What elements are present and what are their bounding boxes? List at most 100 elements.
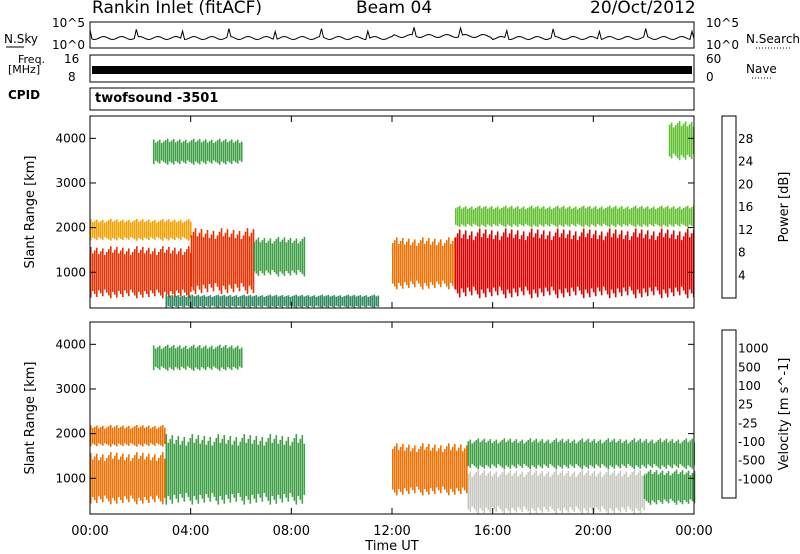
heat-strip	[515, 470, 518, 513]
heat-strip	[122, 219, 124, 241]
heat-strip	[162, 246, 164, 299]
heat-strip	[675, 441, 678, 467]
heat-strip	[178, 139, 181, 165]
heat-strip	[232, 142, 235, 161]
heat-strip	[275, 239, 278, 275]
heat-strip	[224, 139, 227, 165]
heat-strip	[178, 221, 180, 239]
heat-strip	[678, 231, 681, 296]
heat-strip	[565, 473, 568, 511]
heat-strip	[560, 207, 563, 226]
heat-strip	[513, 473, 516, 511]
heat-strip	[508, 233, 511, 294]
heat-strip	[653, 443, 656, 465]
heat-strip	[418, 243, 420, 284]
heat-strip	[475, 440, 478, 468]
heat-strip	[92, 222, 94, 238]
heat-strip	[571, 473, 574, 510]
heat-strip	[596, 208, 599, 225]
heat-strip	[208, 141, 211, 163]
heat-strip	[567, 470, 570, 513]
heat-strip	[267, 295, 270, 308]
heat-strip	[685, 472, 688, 502]
x-tick-label: 12:00	[373, 524, 410, 539]
heat-strip	[680, 240, 683, 287]
heat-strip	[676, 235, 679, 292]
heat-strip	[170, 222, 172, 238]
heat-strip	[554, 232, 557, 295]
heat-strip	[504, 205, 507, 228]
freq-label-1: Freq.	[18, 53, 46, 66]
heat-strip	[122, 453, 124, 503]
heat-strip	[585, 472, 588, 511]
heat-strip	[496, 231, 499, 296]
heat-strip	[469, 439, 472, 468]
heat-strip	[168, 141, 171, 162]
heat-strip	[216, 140, 219, 164]
heat-strip	[202, 237, 205, 285]
heat-strip	[112, 221, 114, 238]
heat-strip	[668, 238, 671, 289]
heat-strip	[130, 428, 132, 444]
heat-strip	[229, 295, 232, 308]
heat-strip	[460, 208, 463, 225]
heat-strip	[184, 252, 186, 293]
heat-strip	[416, 245, 418, 281]
heat-strip	[428, 238, 430, 289]
heat-strip	[173, 443, 176, 495]
heat-strip	[126, 427, 128, 445]
heat-strip	[607, 469, 610, 514]
heat-strip	[619, 470, 622, 513]
heat-strip	[142, 246, 144, 298]
heat-strip	[688, 237, 691, 290]
heat-strip	[189, 438, 192, 501]
heat-strip	[185, 296, 188, 306]
heat-strip	[188, 246, 190, 299]
heat-strip	[662, 237, 665, 290]
heat-strip	[146, 220, 148, 239]
heat-strip	[570, 208, 573, 225]
heat-strip	[562, 229, 565, 298]
heat-strip	[598, 235, 601, 292]
heat-strip	[469, 471, 472, 512]
heat-strip	[126, 457, 128, 500]
heat-strip	[522, 231, 525, 296]
heat-strip	[219, 296, 222, 307]
heat-strip	[500, 208, 503, 225]
heat-strip	[275, 294, 278, 308]
heat-strip	[203, 436, 206, 503]
heat-strip	[132, 252, 134, 293]
heat-strip	[237, 445, 240, 493]
heat-strip	[476, 232, 479, 295]
heat-strip	[126, 251, 128, 294]
heat-strip	[140, 426, 142, 446]
heat-strip	[589, 475, 592, 508]
heat-strip	[525, 441, 528, 466]
heat-strip	[544, 208, 547, 225]
heat-strip	[220, 141, 223, 162]
heat-strip	[618, 207, 621, 226]
heat-strip	[577, 474, 580, 509]
heat-strip	[232, 348, 235, 367]
heat-strip	[619, 439, 622, 469]
heat-strip	[616, 208, 619, 225]
heat-strip	[434, 444, 436, 494]
heat-strip	[122, 425, 124, 447]
heat-strip	[169, 295, 172, 307]
power-colorbar-tick-label: 16	[738, 200, 753, 214]
heat-strip	[519, 441, 522, 467]
heat-strip	[674, 125, 677, 156]
heat-strip	[507, 440, 510, 467]
heat-strip	[460, 238, 463, 289]
heat-strip	[521, 471, 524, 512]
heat-strip	[201, 439, 204, 499]
heat-strip	[498, 240, 501, 287]
heat-strip	[190, 221, 192, 238]
heat-strip	[493, 441, 496, 467]
heat-strip	[188, 141, 191, 162]
heat-strip	[289, 296, 292, 306]
heat-strip	[458, 447, 460, 492]
heat-strip	[492, 239, 495, 288]
heat-strip	[138, 427, 140, 444]
heat-strip	[614, 229, 617, 298]
